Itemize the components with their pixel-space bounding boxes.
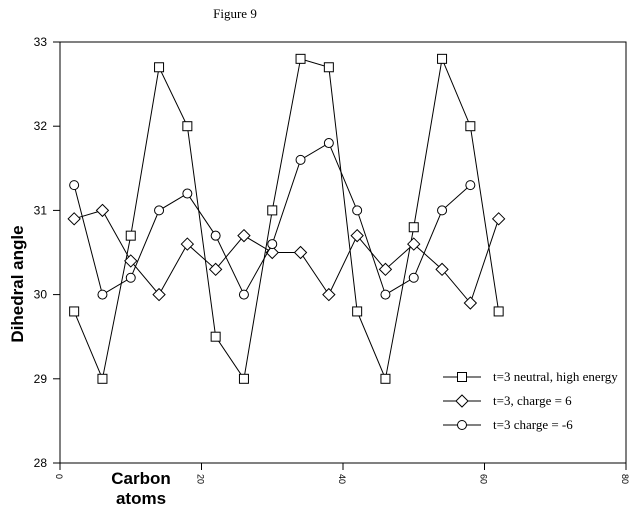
data-point-diamond: [152, 287, 166, 302]
x-tick-label: 20: [196, 474, 206, 484]
data-point-diamond: [378, 262, 393, 277]
data-point-square: [295, 53, 306, 64]
data-point-square: [125, 230, 136, 241]
chart-title: Figure 9: [213, 6, 257, 21]
data-point-diamond: [463, 296, 478, 310]
data-point-square: [380, 373, 391, 384]
legend-square-marker-icon: [443, 372, 481, 382]
legend-item-neutral: t=3 neutral, high energy: [443, 365, 618, 389]
data-point-diamond: [180, 237, 195, 251]
data-point-circle: [437, 205, 448, 216]
data-point-square: [182, 121, 193, 132]
data-point-circle: [69, 180, 80, 191]
data-point-square: [267, 205, 278, 216]
legend-label: t=3 neutral, high energy: [493, 369, 618, 384]
y-tick-label: 31: [34, 203, 48, 217]
legend-item-charge-minus-6: t=3 charge = -6: [443, 413, 618, 437]
data-point-circle: [154, 205, 165, 216]
data-point-circle: [408, 272, 419, 283]
y-tick-label: 30: [34, 288, 48, 302]
data-point-circle: [267, 239, 278, 250]
data-point-diamond: [491, 212, 506, 226]
y-tick-label: 29: [34, 372, 48, 386]
data-point-diamond: [67, 212, 81, 226]
data-point-square: [352, 306, 363, 317]
series-line: [74, 209, 500, 305]
legend: t=3 neutral, high energy t=3, charge = 6…: [443, 365, 618, 437]
data-point-square: [210, 331, 221, 342]
data-point-square: [408, 222, 419, 233]
series-diamond: [67, 203, 506, 310]
data-point-square: [97, 373, 108, 384]
y-tick-label: 33: [34, 35, 48, 49]
data-point-square: [437, 53, 448, 64]
data-point-diamond: [322, 287, 336, 302]
legend-item-charge-6: t=3, charge = 6: [443, 389, 618, 413]
data-point-square: [323, 62, 334, 73]
data-point-circle: [465, 180, 476, 191]
data-point-square: [69, 306, 80, 317]
series-circle: [69, 138, 476, 300]
data-point-circle: [295, 154, 306, 165]
legend-label: t=3 charge = -6: [493, 417, 573, 432]
data-point-circle: [125, 272, 136, 283]
x-axis-label: Carbon atoms: [111, 469, 171, 508]
data-point-circle: [97, 289, 108, 300]
data-point-diamond: [95, 203, 110, 218]
x-tick-label: 60: [479, 474, 489, 484]
data-point-diamond: [293, 245, 308, 260]
series-line: [73, 57, 500, 381]
data-point-diamond: [208, 262, 223, 277]
x-tick-label: 0: [54, 474, 64, 479]
data-point-circle: [323, 138, 334, 149]
x-tick-label: 40: [337, 474, 347, 484]
data-point-circle: [210, 230, 221, 241]
data-point-diamond: [237, 228, 251, 243]
data-point-diamond: [124, 254, 138, 268]
data-point-diamond: [435, 262, 449, 277]
data-point-circle: [238, 289, 249, 300]
data-point-circle: [352, 205, 363, 216]
data-point-circle: [380, 289, 391, 300]
legend-diamond-marker-icon: [443, 394, 481, 408]
data-point-diamond: [407, 237, 421, 251]
data-point-diamond: [350, 228, 364, 243]
data-point-circle: [182, 188, 193, 199]
legend-label: t=3, charge = 6: [493, 393, 572, 408]
data-point-square: [238, 373, 249, 384]
series-square: [69, 53, 504, 384]
y-tick-label: 28: [34, 456, 48, 470]
legend-circle-marker-icon: [443, 420, 481, 430]
data-point-square: [465, 121, 476, 132]
data-point-square: [154, 62, 165, 73]
x-tick-label: 80: [620, 474, 630, 484]
data-point-square: [493, 306, 504, 317]
y-tick-label: 32: [34, 119, 48, 133]
